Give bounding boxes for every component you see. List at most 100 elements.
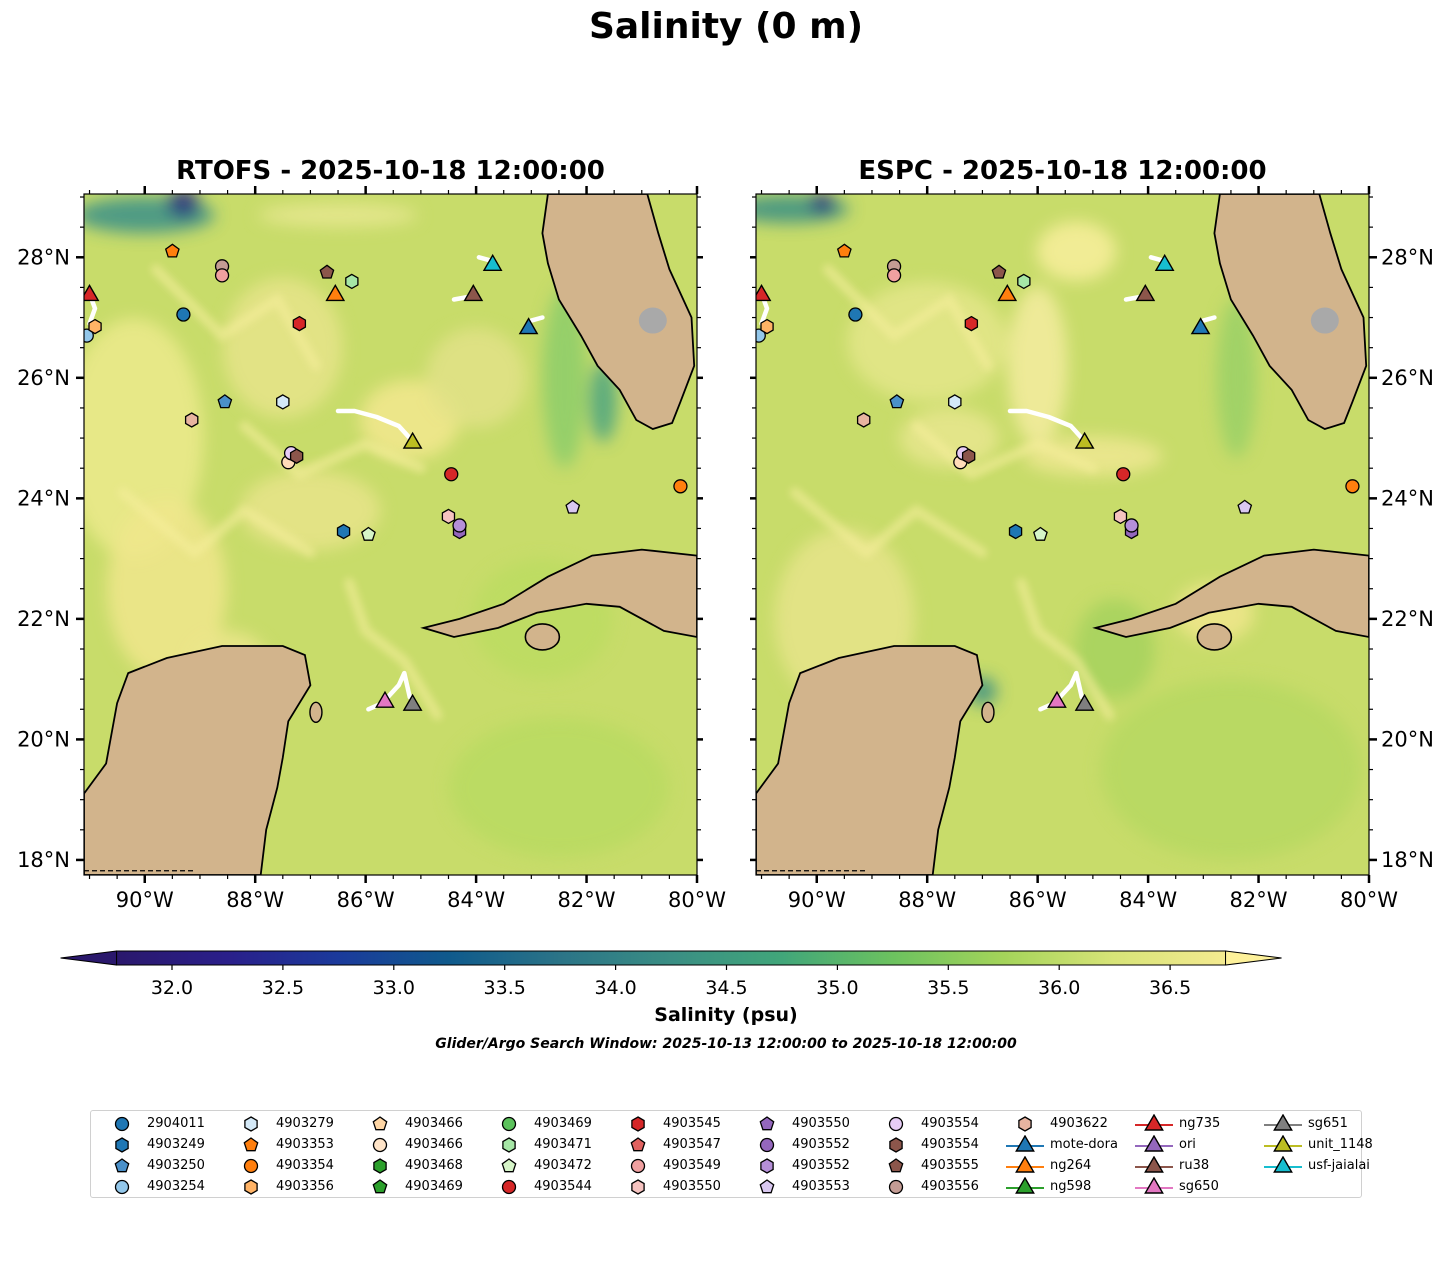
- x-tick-label: 90°W: [788, 888, 846, 912]
- colorbar-tick-label: 34.5: [705, 977, 747, 999]
- legend-marker: [760, 1158, 774, 1174]
- legend-symbol: [502, 1137, 516, 1153]
- legend-marker: [631, 1116, 645, 1132]
- legend-label: 4903354: [276, 1158, 334, 1173]
- marker-unit_1148: [1074, 431, 1095, 449]
- lake-okeechobee: [1310, 307, 1339, 334]
- marker-4903552b: [1124, 518, 1139, 533]
- marker-4903550: [1113, 508, 1128, 525]
- legend-label: usf-jaialai: [1308, 1158, 1370, 1173]
- glider-track-5: [529, 315, 545, 323]
- glider-track-3: [476, 255, 493, 263]
- marker-4903353: [836, 243, 852, 258]
- legend-marker: [114, 1116, 130, 1132]
- marker-4903249: [336, 523, 351, 540]
- legend-symbol: [888, 1158, 904, 1173]
- land-florida: [541, 194, 696, 430]
- land-isla-juventud: [524, 623, 561, 651]
- legend-symbol: [1144, 1156, 1164, 1173]
- marker-2904011: [176, 307, 191, 322]
- colorbar-extend-min: [60, 950, 118, 966]
- marker-ng735: [756, 283, 772, 302]
- marker-4903354: [1345, 479, 1360, 494]
- legend-symbol: [372, 1137, 388, 1153]
- marker-ng264: [997, 283, 1018, 302]
- marker-ng735: [84, 283, 100, 302]
- eddy-filaments: [789, 264, 1115, 721]
- colorbar-tick-label: 33.0: [373, 977, 415, 999]
- legend-marker: [1135, 1156, 1173, 1173]
- legend-label: 4903547: [663, 1137, 721, 1152]
- legend-marker: [888, 1116, 904, 1132]
- legend-marker: [631, 1179, 645, 1195]
- legend-marker: [501, 1116, 517, 1132]
- legend-marker: [1006, 1177, 1044, 1194]
- marker-ru38: [463, 283, 484, 302]
- legend-marker: [372, 1179, 388, 1194]
- legend-label: ng598: [1050, 1179, 1092, 1194]
- legend-label: 4903555: [921, 1158, 979, 1173]
- colorbar-tick-label: 35.5: [927, 977, 969, 999]
- land-cozumel: [981, 701, 995, 723]
- legend-symbol: [1015, 1156, 1035, 1173]
- legend-label: ori: [1179, 1137, 1196, 1152]
- legend-marker: [1264, 1135, 1302, 1152]
- lake-okeechobee: [638, 307, 667, 334]
- legend-label: 4903549: [663, 1158, 721, 1173]
- legend-label: 4903279: [276, 1116, 334, 1131]
- marker-4903254: [756, 328, 766, 343]
- legend-marker: [1006, 1156, 1044, 1173]
- legend-marker: [630, 1137, 646, 1152]
- y-tick-label: 18°N: [1381, 848, 1434, 872]
- legend-marker: [759, 1137, 775, 1153]
- marker-sg651: [1074, 693, 1095, 711]
- legend-symbol: [114, 1179, 130, 1195]
- legend-symbol: [501, 1179, 517, 1195]
- marker-4903554b: [961, 448, 976, 464]
- legend-marker: [1135, 1114, 1173, 1131]
- legend-symbol: [115, 1137, 129, 1153]
- marker-4903549: [886, 268, 902, 283]
- legend-label: ng264: [1050, 1158, 1092, 1173]
- marker-sg650: [375, 690, 395, 708]
- legend-symbol: [114, 1158, 130, 1173]
- colorbar-tick-label: 36.5: [1149, 977, 1191, 999]
- legend-symbol: [1015, 1177, 1035, 1194]
- marker-4903472: [361, 526, 376, 541]
- legend-label: 4903550: [663, 1179, 721, 1194]
- legend-marker: [1006, 1135, 1044, 1152]
- legend-label: 4903553: [792, 1179, 850, 1194]
- legend-marker: [501, 1179, 517, 1195]
- panel-title-rtofs: RTOFS - 2025-10-18 12:00:00: [176, 156, 605, 186]
- legend-symbol: [501, 1158, 517, 1173]
- legend-label: 4903468: [405, 1158, 463, 1173]
- land-cuba: [420, 548, 697, 638]
- land-isla-juventud: [1196, 623, 1233, 651]
- legend-symbol: [1273, 1156, 1293, 1173]
- legend-label: 4903469: [405, 1179, 463, 1194]
- legend-label: 4903622: [1050, 1116, 1108, 1131]
- marker-mote-dora: [1190, 317, 1211, 335]
- legend-label: 4903556: [921, 1179, 979, 1194]
- legend-symbol: [372, 1116, 388, 1131]
- y-tick-label: 18°N: [17, 848, 70, 872]
- legend-marker: [372, 1116, 388, 1131]
- land-cuba: [1092, 548, 1369, 638]
- marker-4903279: [276, 394, 290, 410]
- marker-4903354: [673, 479, 688, 494]
- marker-4903544: [444, 467, 459, 482]
- panel-frame: [83, 193, 698, 876]
- legend-label: sg651: [1308, 1116, 1348, 1131]
- y-tick-label: 26°N: [17, 366, 70, 390]
- legend-symbol: [759, 1116, 775, 1131]
- land-yucatan: [756, 645, 984, 875]
- y-tick-label: 24°N: [1381, 486, 1434, 510]
- marker-4903472: [1033, 526, 1048, 541]
- y-tick-label: 20°N: [1381, 727, 1434, 751]
- legend-symbol: [760, 1158, 774, 1174]
- land-yucatan: [84, 645, 312, 875]
- colorbar-bar: [116, 950, 1227, 966]
- legend-marker: [244, 1179, 258, 1195]
- legend-symbol: [114, 1116, 130, 1132]
- marker-4903550: [441, 508, 456, 525]
